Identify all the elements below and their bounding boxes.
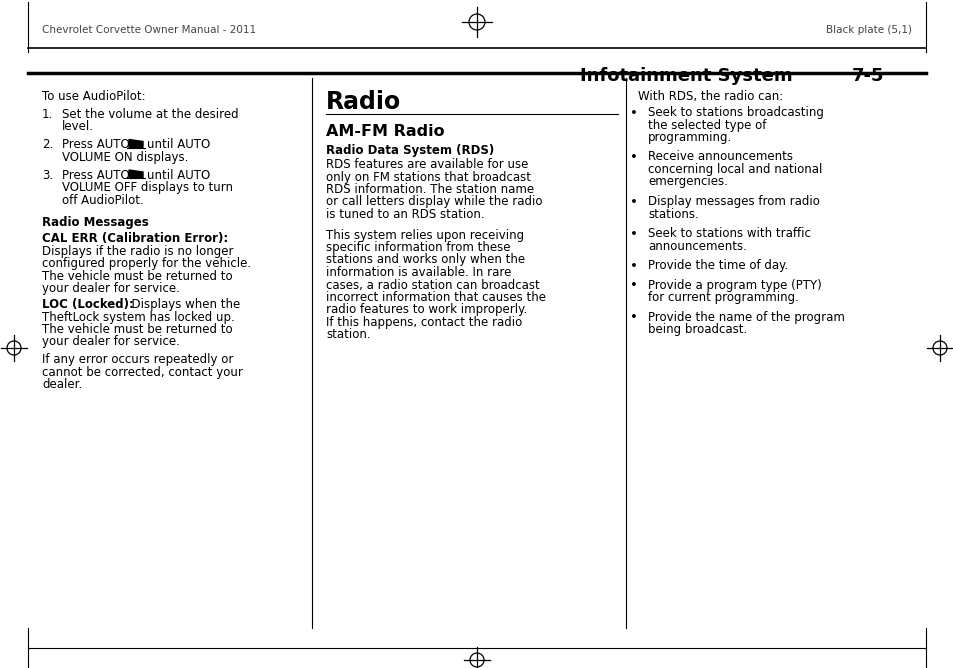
Text: The vehicle must be returned to: The vehicle must be returned to — [42, 269, 233, 283]
Text: VOLUME OFF displays to turn: VOLUME OFF displays to turn — [62, 182, 233, 194]
Text: The vehicle must be returned to: The vehicle must be returned to — [42, 323, 233, 336]
Text: 1.: 1. — [42, 108, 53, 121]
Text: To use AudioPilot:: To use AudioPilot: — [42, 90, 146, 103]
Text: Radio Data System (RDS): Radio Data System (RDS) — [326, 144, 494, 157]
Text: Press AUTO: Press AUTO — [62, 138, 130, 152]
Text: incorrect information that causes the: incorrect information that causes the — [326, 291, 545, 304]
Text: AM-FM Radio: AM-FM Radio — [326, 124, 444, 139]
Text: This system relies upon receiving: This system relies upon receiving — [326, 228, 523, 242]
Text: off AudioPilot.: off AudioPilot. — [62, 194, 144, 207]
Text: LOC (Locked):: LOC (Locked): — [42, 298, 133, 311]
Text: announcements.: announcements. — [647, 240, 746, 253]
Text: Infotainment System: Infotainment System — [579, 67, 792, 85]
Text: With RDS, the radio can:: With RDS, the radio can: — [638, 90, 782, 103]
Text: •: • — [629, 279, 638, 293]
Text: RDS features are available for use: RDS features are available for use — [326, 158, 528, 171]
Text: If this happens, contact the radio: If this happens, contact the radio — [326, 316, 521, 329]
Text: or call letters display while the radio: or call letters display while the radio — [326, 196, 542, 208]
Text: Radio: Radio — [326, 90, 401, 114]
Text: stations and works only when the: stations and works only when the — [326, 253, 524, 267]
Text: information is available. In rare: information is available. In rare — [326, 266, 511, 279]
Text: •: • — [629, 228, 638, 241]
Text: stations.: stations. — [647, 208, 698, 220]
Text: your dealer for service.: your dealer for service. — [42, 282, 180, 295]
Text: •: • — [629, 260, 638, 273]
Text: radio features to work improperly.: radio features to work improperly. — [326, 303, 527, 317]
Text: Provide the time of day.: Provide the time of day. — [647, 259, 787, 272]
Text: for current programming.: for current programming. — [647, 291, 798, 304]
Text: Seek to stations broadcasting: Seek to stations broadcasting — [647, 106, 823, 119]
Polygon shape — [129, 170, 143, 178]
Text: Display messages from radio: Display messages from radio — [647, 195, 819, 208]
Text: only on FM stations that broadcast: only on FM stations that broadcast — [326, 170, 531, 184]
Text: configured properly for the vehicle.: configured properly for the vehicle. — [42, 257, 251, 270]
Text: until AUTO: until AUTO — [147, 169, 210, 182]
Text: •: • — [629, 107, 638, 120]
Text: Displays if the radio is no longer: Displays if the radio is no longer — [42, 244, 233, 257]
Text: •: • — [629, 152, 638, 164]
Text: •: • — [629, 311, 638, 325]
Text: being broadcast.: being broadcast. — [647, 323, 746, 336]
Text: Seek to stations with traffic: Seek to stations with traffic — [647, 227, 810, 240]
Text: station.: station. — [326, 329, 370, 341]
Text: programming.: programming. — [647, 131, 732, 144]
Text: concerning local and national: concerning local and national — [647, 163, 821, 176]
Text: Provide the name of the program: Provide the name of the program — [647, 311, 844, 323]
Text: Black plate (5,1): Black plate (5,1) — [825, 25, 911, 35]
Text: VOLUME ON displays.: VOLUME ON displays. — [62, 151, 188, 164]
Polygon shape — [129, 140, 143, 148]
Text: emergencies.: emergencies. — [647, 176, 727, 188]
Text: the selected type of: the selected type of — [647, 118, 765, 132]
Text: until AUTO: until AUTO — [147, 138, 210, 152]
Text: 7-5: 7-5 — [851, 67, 883, 85]
Text: Provide a program type (PTY): Provide a program type (PTY) — [647, 279, 821, 291]
Text: Press AUTO: Press AUTO — [62, 169, 130, 182]
Text: cannot be corrected, contact your: cannot be corrected, contact your — [42, 366, 243, 379]
Text: TheftLock system has locked up.: TheftLock system has locked up. — [42, 311, 234, 323]
Text: If any error occurs repeatedly or: If any error occurs repeatedly or — [42, 353, 233, 367]
Text: RDS information. The station name: RDS information. The station name — [326, 183, 534, 196]
Text: level.: level. — [62, 120, 94, 134]
Text: CAL ERR (Calibration Error):: CAL ERR (Calibration Error): — [42, 232, 228, 245]
Text: •: • — [629, 196, 638, 209]
Text: Set the volume at the desired: Set the volume at the desired — [62, 108, 238, 121]
Text: is tuned to an RDS station.: is tuned to an RDS station. — [326, 208, 484, 221]
Text: 3.: 3. — [42, 169, 53, 182]
Text: specific information from these: specific information from these — [326, 241, 510, 254]
Text: dealer.: dealer. — [42, 379, 82, 391]
Text: your dealer for service.: your dealer for service. — [42, 335, 180, 349]
Text: Displays when the: Displays when the — [124, 298, 240, 311]
Text: cases, a radio station can broadcast: cases, a radio station can broadcast — [326, 279, 539, 291]
Text: Chevrolet Corvette Owner Manual - 2011: Chevrolet Corvette Owner Manual - 2011 — [42, 25, 255, 35]
Text: Receive announcements: Receive announcements — [647, 150, 792, 164]
Text: 2.: 2. — [42, 138, 53, 152]
Text: Radio Messages: Radio Messages — [42, 216, 149, 229]
